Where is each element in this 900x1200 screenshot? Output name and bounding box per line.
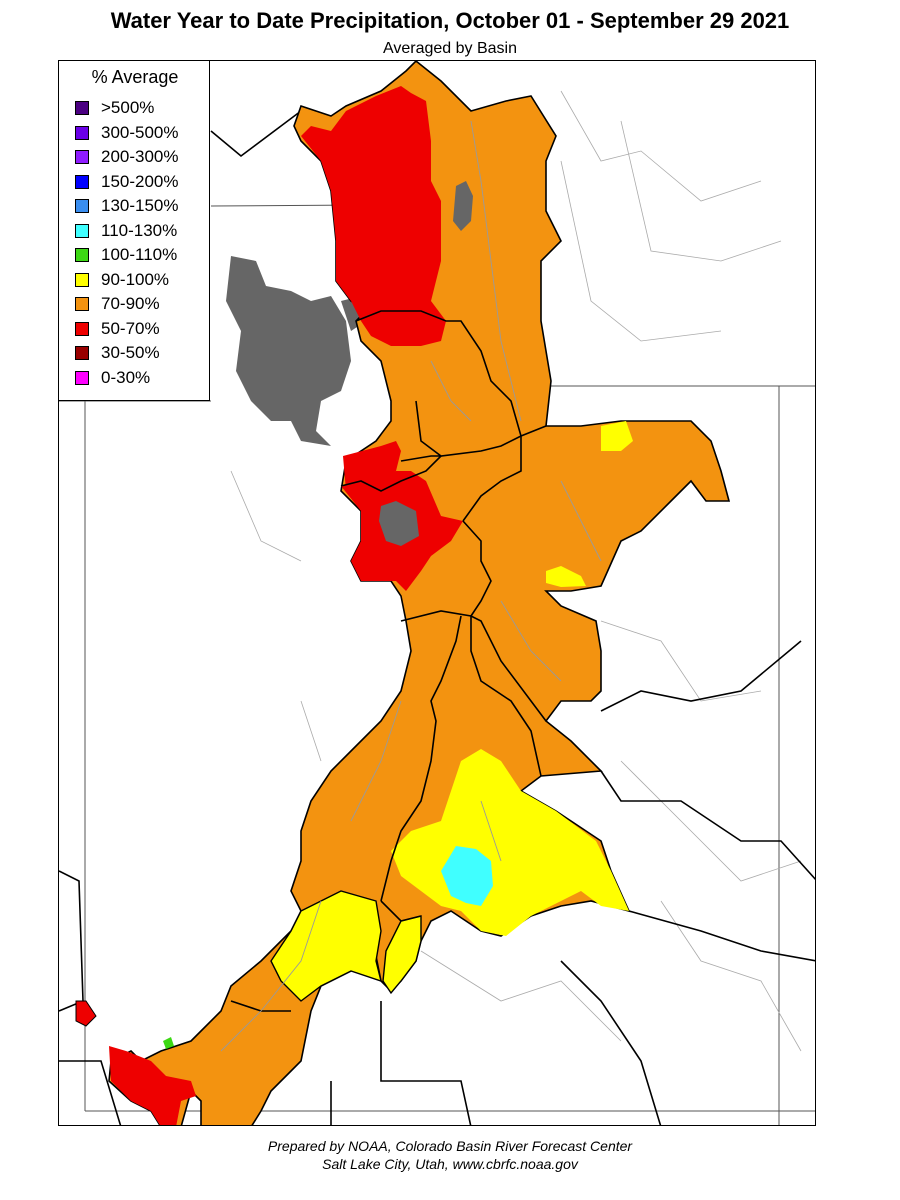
legend-swatch	[75, 248, 89, 262]
rivers	[220, 120, 602, 1052]
legend-label: 30-50%	[101, 343, 160, 362]
legend-label: 150-200%	[101, 171, 179, 191]
legend-label: 110-130%	[101, 220, 178, 240]
basin-90-100-east	[601, 421, 633, 451]
map-title: Water Year to Date Precipitation, Octobe…	[110, 8, 790, 33]
credit-line-2: Salt Lake City, Utah, www.cbrfc.noaa.gov	[322, 1156, 578, 1172]
legend-swatch	[75, 346, 89, 360]
legend-label: 50-70%	[101, 318, 160, 338]
legend: % Average >500% 300-500% 200-300% 150-200% 1…	[58, 60, 210, 401]
legend-label: 90-100%	[101, 269, 170, 289]
legend-item: 300-500%	[75, 123, 179, 143]
outer-basin-lines	[59, 110, 815, 1125]
lake-bear	[453, 181, 473, 231]
legend-item: 100-110%	[75, 245, 177, 265]
basin-50-70-far-southwest	[75, 1000, 97, 1027]
basin-50-70-mid	[343, 441, 401, 491]
legend-label: 130-150%	[101, 196, 179, 215]
legend-item: 90-100%	[75, 270, 169, 290]
precipitation-map	[59, 61, 815, 1125]
legend-swatch	[75, 370, 89, 385]
basin-100-110-spot	[163, 1037, 174, 1049]
legend-item: 110-130%	[75, 221, 177, 241]
legend-label: 300-500%	[101, 122, 179, 142]
map-subtitle: Averaged by Basin	[382, 40, 517, 57]
basin-110-130	[441, 846, 493, 906]
legend-swatch	[75, 150, 89, 164]
county-lines	[230, 90, 802, 1052]
legend-label: 70-90%	[101, 294, 160, 313]
basin-50-70-southwest	[109, 1046, 196, 1125]
legend-swatch	[75, 272, 89, 287]
great-salt-lake	[226, 256, 351, 446]
legend-swatch	[75, 174, 89, 189]
legend-item: 50-70%	[75, 319, 160, 339]
legend-label: 200-300%	[101, 147, 179, 166]
legend-item: 30-50%	[75, 343, 160, 363]
utah-lake	[379, 501, 419, 546]
legend-item: 200-300%	[75, 147, 179, 167]
credit: Prepared by NOAA, Colorado Basin River F…	[0, 1137, 900, 1173]
interior-basin-divides	[230, 310, 547, 1012]
basin-90-100-southwest	[270, 890, 382, 1002]
basin-90-100-east-2	[546, 566, 586, 587]
legend-item: 130-150%	[75, 196, 179, 216]
legend-item: 0-30%	[75, 368, 150, 388]
basin-50-70-north	[301, 86, 446, 346]
legend-title: % Average	[91, 67, 179, 87]
legend-label: >500%	[101, 98, 155, 117]
map-frame	[58, 60, 816, 1126]
legend-swatch	[75, 125, 89, 140]
legend-swatch	[75, 101, 89, 115]
legend-swatch	[75, 199, 89, 213]
legend-label: 100-110%	[101, 245, 178, 264]
legend-label: 0-30%	[101, 367, 151, 387]
legend-swatch	[75, 297, 89, 311]
credit-line-1: Prepared by NOAA, Colorado Basin River F…	[267, 1138, 633, 1154]
legend-item: 70-90%	[75, 294, 160, 314]
legend-swatch	[75, 223, 89, 238]
legend-item: >500%	[75, 98, 154, 118]
legend-swatch	[75, 321, 89, 336]
basin-90-100-south	[382, 915, 422, 995]
legend-item: 150-200%	[75, 172, 179, 192]
